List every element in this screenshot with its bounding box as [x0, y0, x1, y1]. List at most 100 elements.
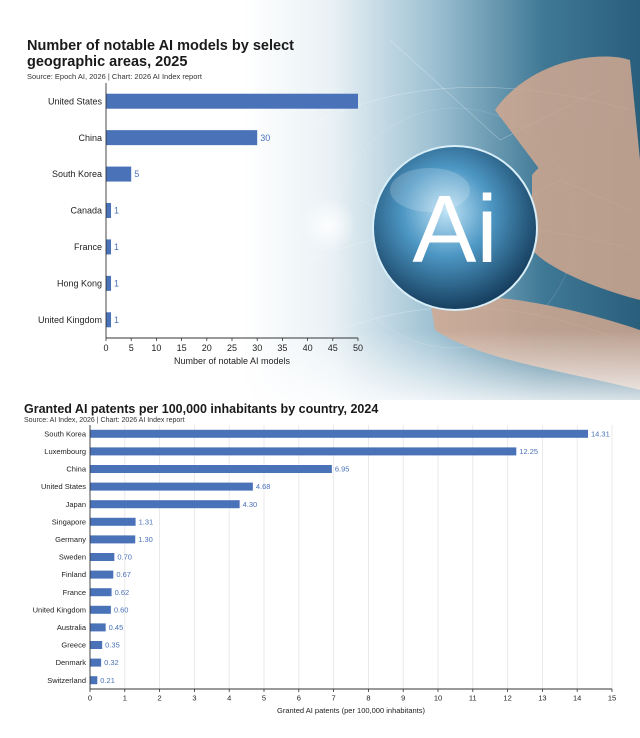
- chart1-category-label: South Korea: [52, 169, 102, 179]
- chart2-data-label: 0.70: [117, 553, 132, 562]
- chart2-bar: [90, 623, 106, 632]
- chart1-category-label: Canada: [70, 206, 102, 216]
- chart1-source: Source: Epoch AI, 2026 | Chart: 2026 AI …: [27, 72, 202, 81]
- chart1-data-label: 30: [260, 133, 270, 143]
- chart2-data-label: 14.31: [591, 429, 610, 438]
- chart1-category-label: United Kingdom: [38, 315, 102, 325]
- chart2-data-label: 1.30: [138, 535, 153, 544]
- chart1-data-label: 1: [114, 279, 119, 289]
- chart2-x-tick-label: 13: [538, 694, 546, 703]
- chart2-bar: [90, 535, 136, 544]
- chart2-bar: [90, 429, 588, 438]
- chart1-data-label: 1: [114, 242, 119, 252]
- chart2-category-label: United States: [41, 482, 86, 491]
- chart2-title: Granted AI patents per 100,000 inhabitan…: [24, 402, 379, 416]
- chart2-bar: [90, 676, 98, 685]
- chart2-category-label: South Korea: [44, 429, 87, 438]
- chart1-x-tick-label: 25: [227, 343, 237, 353]
- chart1-data-label: 1: [114, 206, 119, 216]
- chart1-bar: [106, 93, 358, 109]
- chart1-x-tick-label: 40: [303, 343, 313, 353]
- chart2-bar: [90, 588, 112, 597]
- chart2-data-label: 6.95: [335, 465, 350, 474]
- chart1-x-tick-label: 15: [177, 343, 187, 353]
- chart2-bar: [90, 553, 115, 561]
- chart2-x-tick-label: 1: [123, 694, 127, 703]
- chart1-data-label: 5: [134, 169, 139, 179]
- chart1-title: Number of notable AI models by select ge…: [27, 38, 294, 70]
- chart2-category-label: Finland: [61, 570, 86, 579]
- chart2-data-label: 0.67: [116, 570, 131, 579]
- hero-fade: [0, 330, 640, 420]
- chart2-x-tick-label: 9: [401, 694, 405, 703]
- chart2-data-label: 0.62: [115, 588, 130, 597]
- chart2-data-label: 0.60: [114, 605, 129, 614]
- chart2-x-tick-label: 3: [192, 694, 196, 703]
- chart1-bar: [106, 130, 258, 146]
- chart1-x-tick-label: 35: [277, 343, 287, 353]
- glow-spot: [300, 197, 356, 253]
- chart2-category-label: Singapore: [52, 517, 86, 526]
- chart1-x-tick-label: 5: [129, 343, 134, 353]
- sphere-highlight: [390, 168, 470, 212]
- chart2-bar: [90, 517, 136, 526]
- chart2-x-tick-label: 11: [469, 694, 477, 703]
- chart1-bar: [106, 312, 112, 328]
- chart2-category-label: Switzerland: [47, 676, 86, 685]
- chart1-plot: United States China 30 South Korea 5 Canada 1 F…: [38, 83, 363, 366]
- chart2-bar: [90, 570, 114, 579]
- chart1-bar: [106, 275, 112, 291]
- chart2-x-tick-label: 4: [227, 694, 231, 703]
- chart2-category-label: Sweden: [59, 553, 86, 562]
- chart1-category-label: United States: [48, 96, 103, 106]
- chart2-category-label: Japan: [66, 500, 86, 509]
- chart2-x-tick-label: 7: [332, 694, 336, 703]
- chart2-x-axis-label: Granted AI patents (per 100,000 inhabita…: [277, 706, 426, 715]
- chart2-data-label: 0.45: [109, 623, 124, 632]
- chart2-bar: [90, 605, 111, 614]
- chart2-x-tick-label: 10: [434, 694, 442, 703]
- chart2-data-label: 4.30: [243, 500, 258, 509]
- chart1-x-tick-label: 50: [353, 343, 363, 353]
- chart1-x-tick-label: 0: [103, 343, 108, 353]
- chart2-category-label: United Kingdom: [33, 605, 86, 614]
- chart2-bar: [90, 447, 517, 456]
- chart2-data-label: 0.21: [100, 676, 115, 685]
- chart2-bar: [90, 641, 103, 649]
- chart2-data-label: 12.25: [519, 447, 538, 456]
- chart2-source: Source: AI Index, 2026 | Chart: 2026 AI …: [24, 417, 185, 424]
- chart2-x-tick-label: 2: [158, 694, 162, 703]
- chart2-bar: [90, 500, 240, 509]
- chart1-data-label: 1: [114, 315, 119, 325]
- chart2-category-label: Australia: [57, 623, 87, 632]
- chart1-category-label: France: [74, 242, 102, 252]
- chart1-category-label: China: [78, 133, 102, 143]
- chart2-bar: [90, 658, 102, 667]
- chart2-category-label: Germany: [55, 535, 86, 544]
- chart2-category-label: Luxembourg: [44, 447, 86, 456]
- chart2-x-tick-label: 15: [608, 694, 616, 703]
- chart2-category-label: China: [66, 465, 86, 474]
- chart2-data-label: 4.68: [256, 482, 271, 491]
- chart2-bar: [90, 465, 332, 473]
- chart1-bar: [106, 203, 112, 218]
- chart2-category-label: Greece: [61, 641, 86, 650]
- chart1-x-axis-label: Number of notable AI models: [174, 356, 291, 366]
- chart1-category-label: Hong Kong: [57, 279, 102, 289]
- chart2-category-label: Denmark: [56, 658, 87, 667]
- chart2-x-tick-label: 6: [297, 694, 301, 703]
- chart2-data-label: 0.32: [104, 658, 119, 667]
- chart2-category-label: France: [63, 588, 86, 597]
- ai-sphere: [372, 145, 538, 311]
- chart2-x-tick-label: 8: [366, 694, 370, 703]
- chart1-x-tick-label: 20: [202, 343, 212, 353]
- chart2-bar: [90, 482, 253, 491]
- chart1-x-tick-label: 45: [328, 343, 338, 353]
- chart2-x-tick-label: 14: [573, 694, 581, 703]
- chart1-bar: [106, 166, 132, 182]
- chart2-x-tick-label: 12: [503, 694, 511, 703]
- chart1-x-tick-label: 30: [252, 343, 262, 353]
- chart2-data-label: 0.35: [105, 641, 120, 650]
- chart2-data-label: 1.31: [139, 517, 154, 526]
